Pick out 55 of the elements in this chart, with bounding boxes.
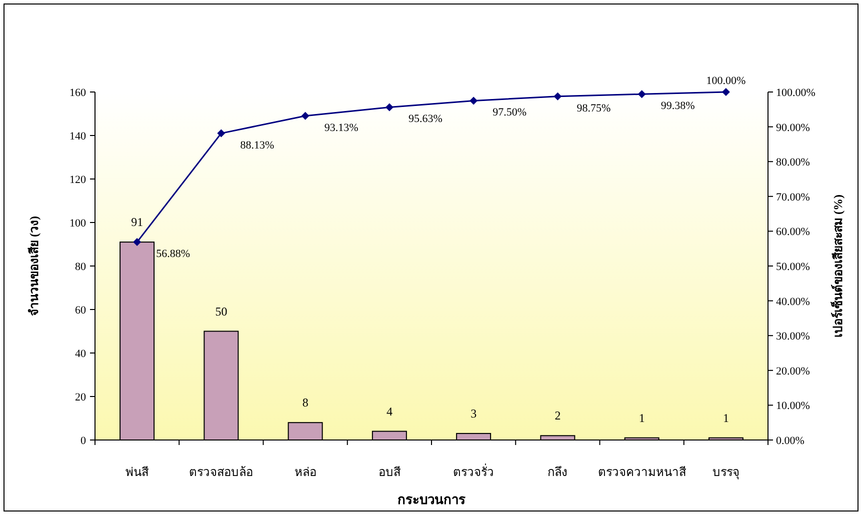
x-tick-label: ตรวจรั่ว: [453, 463, 494, 479]
point: [133, 238, 142, 246]
y2-tick-label: 20.00%: [776, 365, 810, 378]
x-tick-label: หล่อ: [294, 465, 316, 479]
x-tick-label: บรรจุ: [712, 465, 740, 480]
y2-tick-label: 70.00%: [776, 191, 810, 204]
data-label: 88.13%: [240, 139, 274, 152]
point: [722, 88, 730, 96]
data-label: 99.38%: [660, 100, 695, 112]
data-label: 8: [302, 396, 308, 410]
x-tick-label: อบสี: [378, 465, 402, 479]
data-label: 3: [470, 406, 477, 420]
data-label: 98.75%: [576, 102, 611, 114]
y2-tick-label: 90.00%: [776, 122, 810, 134]
data-label: 2: [554, 408, 561, 423]
point: [217, 129, 226, 138]
y-tick-label: 40: [75, 348, 86, 360]
data-label: 56.88%: [156, 248, 190, 260]
data-label: 50: [215, 304, 228, 318]
y2-tick-label: 60.00%: [776, 226, 810, 238]
y-tick-label: 60: [75, 304, 86, 316]
data-label: 1: [638, 410, 645, 425]
data-label: 4: [386, 404, 392, 418]
data-label: 1: [722, 410, 729, 425]
x-tick-label: ตรวจความหนาสี: [598, 465, 687, 479]
y-tick-label: 0: [80, 435, 86, 447]
y2-tick-label: 80.00%: [776, 156, 810, 169]
y-tick-label: 100: [70, 218, 86, 230]
x-tick-label: ตรวจสอบล้อ: [189, 465, 254, 479]
point: [638, 90, 646, 98]
y-tick-label: 80: [75, 261, 86, 273]
data-label: 95.63%: [408, 113, 442, 126]
point: [470, 96, 478, 105]
point: [301, 112, 310, 120]
y2-tick-label: 0.00%: [776, 435, 804, 447]
y-tick-label: 20: [75, 392, 86, 404]
data-label: 97.50%: [492, 106, 526, 119]
point: [385, 103, 394, 112]
y2-tick-label: 100.00%: [776, 87, 816, 99]
data-label: 91: [131, 215, 144, 230]
y2-axis-title: เปอร์เซ็นต์ของเสียสะสม (%): [830, 194, 845, 338]
x-tick-label: พ่นสี: [126, 465, 150, 479]
y2-tick-label: 50.00%: [776, 261, 810, 273]
x-axis-title: กระบวนการ: [398, 492, 466, 507]
data-label: 100.00%: [706, 75, 746, 87]
y-tick-label: 160: [70, 87, 86, 99]
y-tick-label: 120: [70, 174, 86, 186]
point: [554, 92, 562, 100]
y2-tick-label: 10.00%: [776, 400, 810, 412]
x-tick-label: กลึง: [548, 465, 568, 479]
y-axis-title: จำนวนของเสีย (วง): [27, 216, 41, 316]
data-label: 93.13%: [324, 122, 358, 134]
y2-tick-label: 30.00%: [776, 330, 810, 343]
y2-tick-label: 40.00%: [776, 296, 810, 308]
y-tick-label: 140: [70, 130, 86, 142]
